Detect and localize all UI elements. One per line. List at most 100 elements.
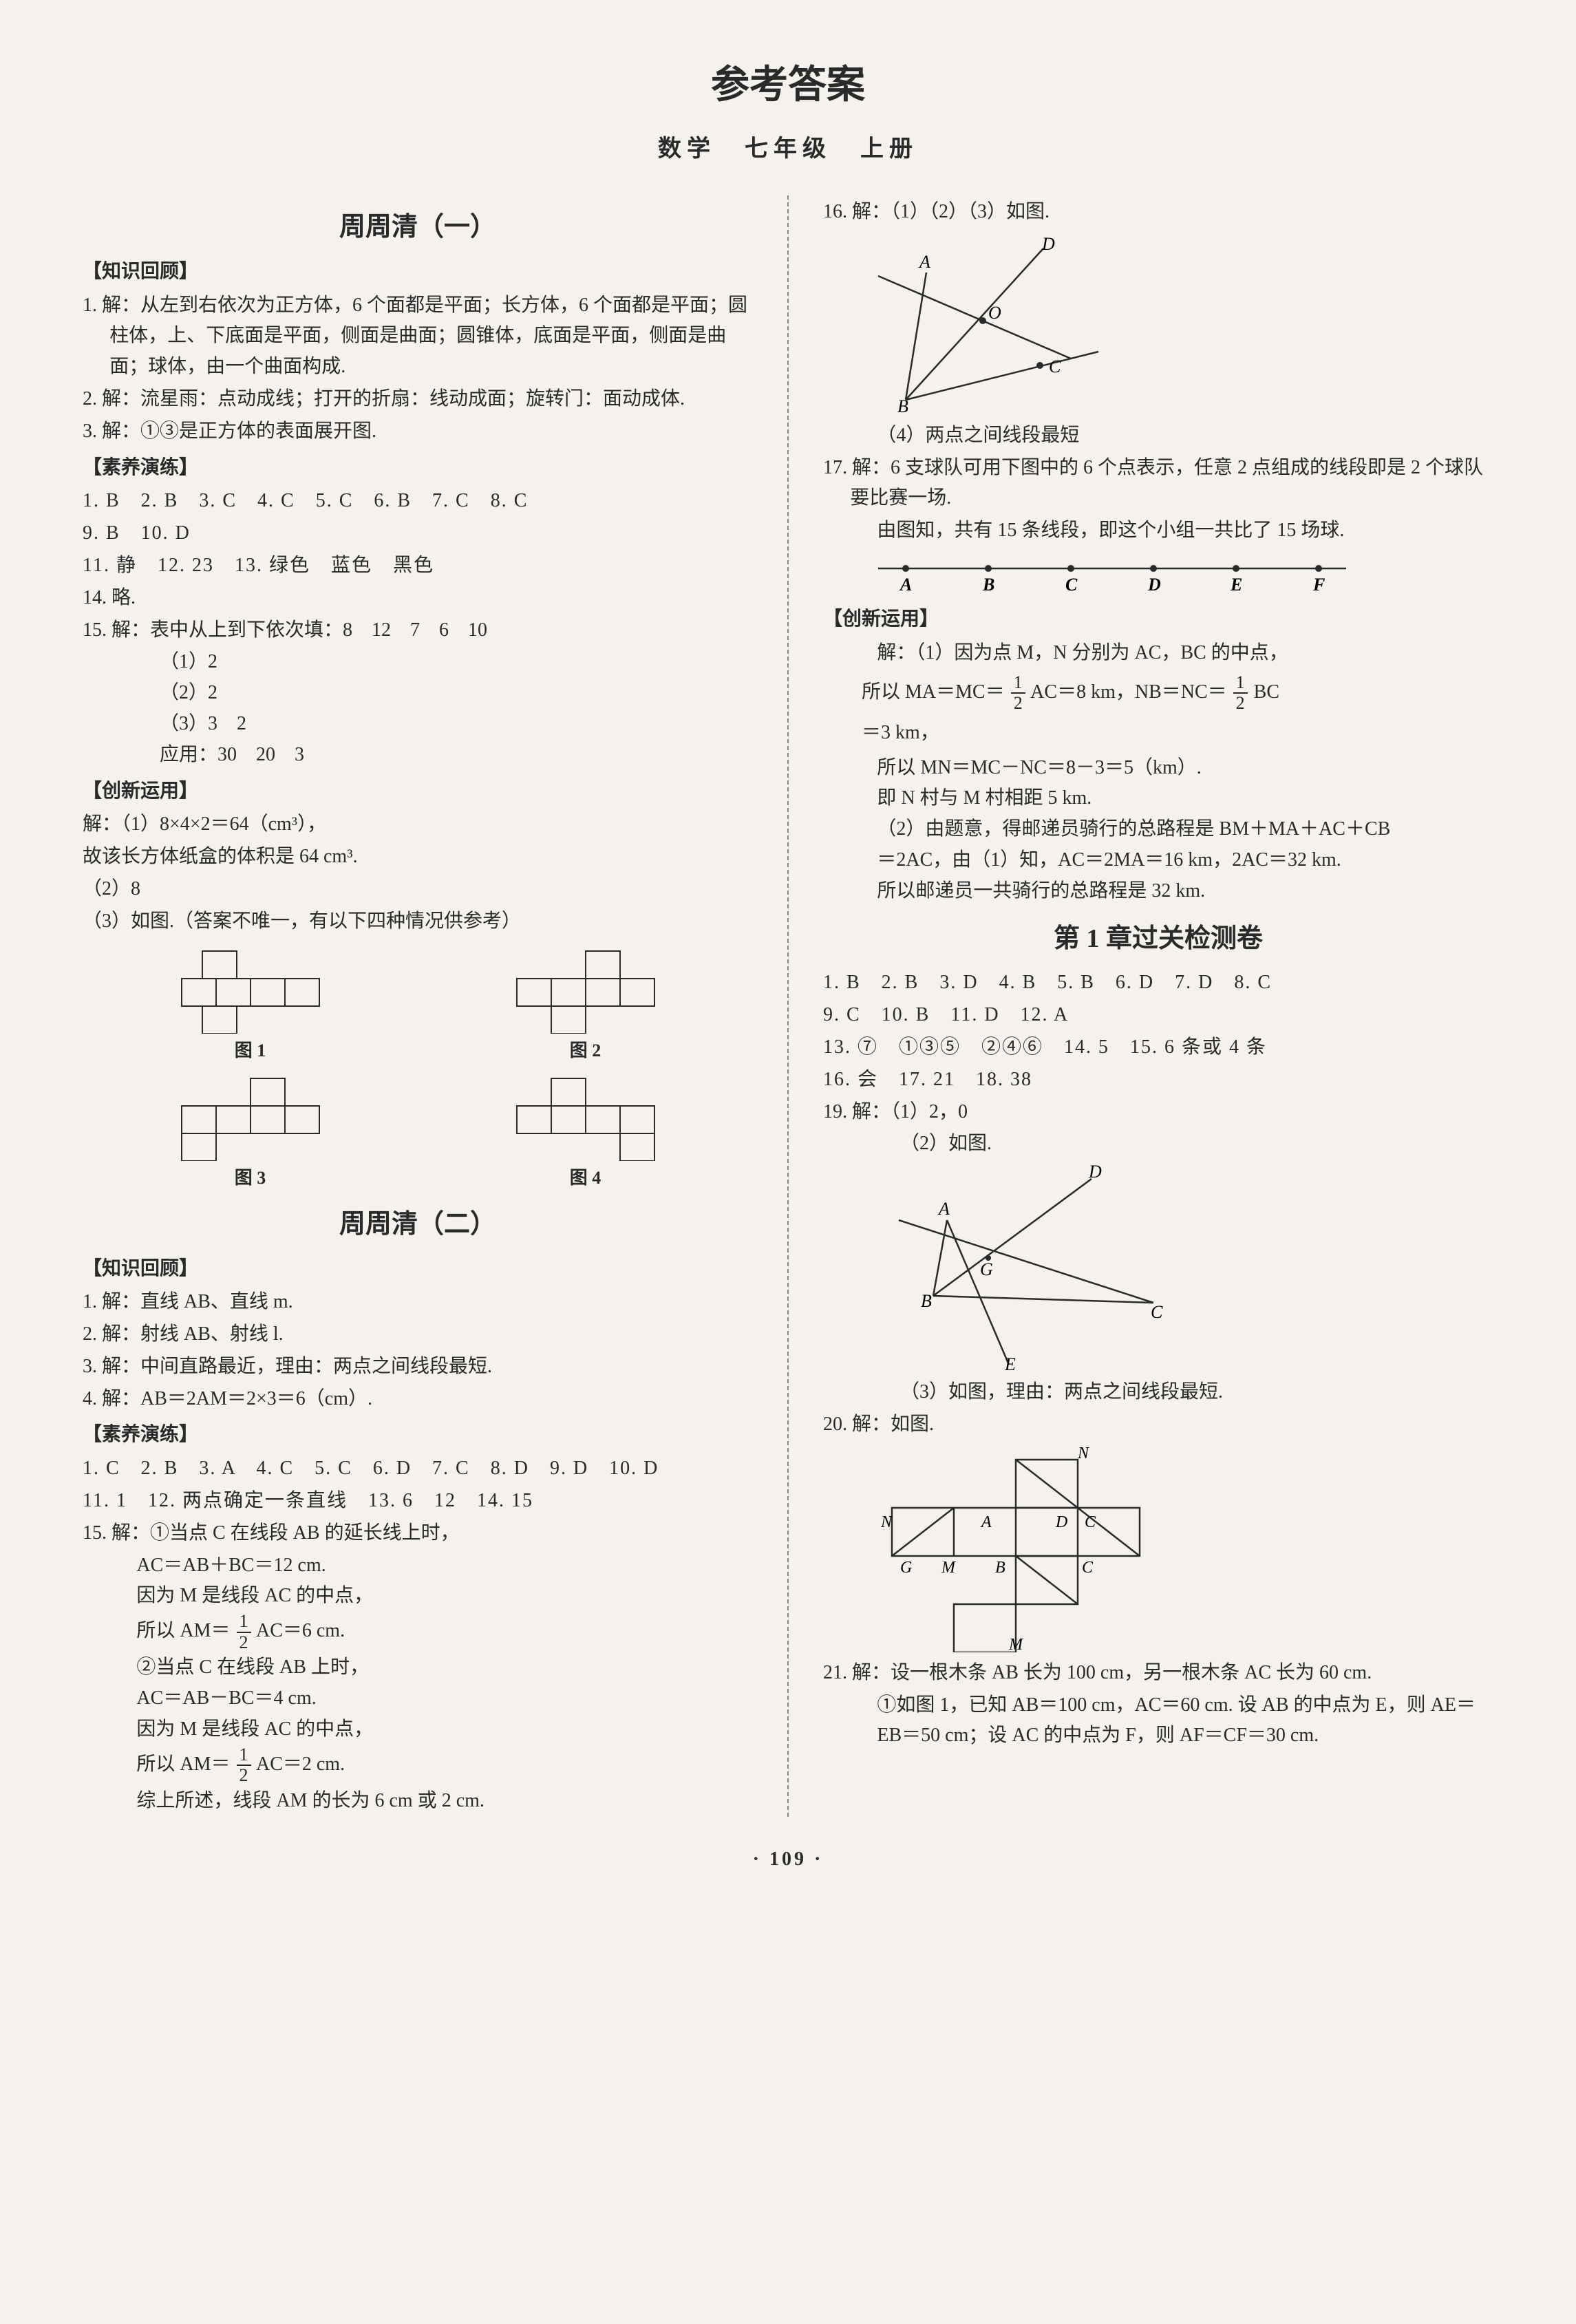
svg-text:C: C <box>1082 1559 1094 1577</box>
s2q4-text: 4. 解：AB＝2AM＝2×3＝6（cm）. <box>83 1384 753 1415</box>
s2-answers-row-2: 11. 1 12. 两点确定一条直线 13. 6 12 14. 15 <box>83 1486 753 1517</box>
q3-text: 3. 解：①③是正方体的表面展开图. <box>83 416 753 447</box>
cxr2-pre: 所以 MA＝MC＝ <box>862 681 1005 703</box>
s2q15f-text: AC＝AB－BC＝4 cm. <box>83 1683 753 1714</box>
s2q15a-text: 15. 解：①当点 C 在线段 AB 的延长线上时， <box>83 1518 753 1549</box>
chapter-test-title: 第 1 章过关检测卷 <box>823 918 1493 960</box>
svg-text:A: A <box>899 575 912 595</box>
figure-row-1: 图 1 图 2 <box>83 944 753 1065</box>
svg-text:B: B <box>921 1291 932 1311</box>
right-column: 16. 解：（1）（2）（3）如图. A B C D O （4）两点之间线段最短… <box>823 195 1493 1817</box>
q16-text: 16. 解：（1）（2）（3）如图. <box>823 197 1493 228</box>
s2q15i-text: 综上所述，线段 AM 的长为 6 cm 或 2 cm. <box>83 1786 753 1817</box>
geometry-diagram-16-icon: A B C D O <box>864 235 1112 414</box>
c21b-text: ①如图 1，已知 AB＝100 cm，AC＝60 cm. 设 AB 的中点为 E… <box>823 1690 1493 1752</box>
q15e-text: 应用：30 20 3 <box>83 740 753 771</box>
svg-text:C: C <box>1085 1513 1096 1531</box>
s2q15d-post: AC＝6 cm. <box>256 1620 345 1641</box>
cx3-text: （2）8 <box>83 874 753 905</box>
figure-3-label: 图 3 <box>175 1164 326 1193</box>
number-line-diagram: ABCDEF <box>823 556 1493 597</box>
q1-text: 1. 解：从左到右依次为正方体，6 个面都是平面；长方体，6 个面都是平面；圆柱… <box>83 290 753 383</box>
q17a-text: 17. 解：6 支球队可用下图中的 6 个点表示，任意 2 点组成的线段即是 2… <box>823 453 1493 515</box>
s2q15e-text: ②当点 C 在线段 AB 上时， <box>83 1652 753 1683</box>
svg-text:G: G <box>900 1559 912 1577</box>
svg-text:E: E <box>1004 1354 1016 1372</box>
q16b-text: （4）两点之间线段最短 <box>823 420 1493 451</box>
figure-19: A B C D E G <box>823 1165 1493 1372</box>
crow4: 16. 会 17. 21 18. 38 <box>823 1065 1493 1096</box>
cxr5-text: 即 N 村与 M 村相距 5 km. <box>823 783 1493 814</box>
cxr2-mid: AC＝8 km，NB＝NC＝ <box>1030 681 1226 703</box>
answers-row-4: 14. 略. <box>83 583 753 614</box>
s2q15h-pre: 所以 AM＝ <box>136 1753 230 1775</box>
cxr4-text: 所以 MN＝MC－NC＝8－3＝5（km）. <box>823 753 1493 784</box>
figure-3: 图 3 <box>175 1072 326 1193</box>
cx1-text: 解：（1）8×4×2＝64（cm³）， <box>83 809 753 840</box>
c19a-text: 19. 解：（1）2，0 <box>823 1097 1493 1128</box>
subheader-knowledge-review-1: 【知识回顾】 <box>83 257 753 288</box>
q15a-text: 15. 解：表中从上到下依次填：8 12 7 6 10 <box>83 615 753 646</box>
answers-row-2: 9. B 10. D <box>83 518 753 549</box>
svg-text:C: C <box>1151 1302 1163 1322</box>
figure-2-label: 图 2 <box>510 1036 661 1065</box>
figure-row-2: 图 3 图 4 <box>83 1072 753 1193</box>
section-title-1: 周周清（一） <box>83 206 753 248</box>
svg-text:A: A <box>918 252 930 272</box>
s2q15h-post: AC＝2 cm. <box>256 1753 345 1775</box>
geometry-diagram-19-icon: A B C D E G <box>878 1165 1167 1372</box>
page-number: · 109 · <box>83 1844 1493 1875</box>
svg-text:E: E <box>1230 575 1242 595</box>
svg-text:N: N <box>880 1513 893 1531</box>
section-title-2: 周周清（二） <box>83 1204 753 1246</box>
page-title: 参考答案 <box>83 55 1493 117</box>
svg-text:A: A <box>980 1513 992 1531</box>
svg-text:M: M <box>1008 1636 1024 1652</box>
c19b-text: （2）如图. <box>823 1129 1493 1160</box>
s2q15c-text: 因为 M 是线段 AC 的中点， <box>83 1581 753 1612</box>
cxr2-text: 所以 MA＝MC＝ 12 AC＝8 km，NB＝NC＝ 12 BC <box>823 673 1493 714</box>
cxr3-text: ＝3 km， <box>823 718 1493 749</box>
q17b-text: 由图知，共有 15 条线段，即这个小组一共比了 15 场球. <box>823 515 1493 546</box>
svg-text:D: D <box>1147 575 1161 595</box>
q15c-text: （2）2 <box>83 678 753 709</box>
q15b-text: （1）2 <box>83 647 753 678</box>
subheader-practice-1: 【素养演练】 <box>83 453 753 484</box>
svg-text:O: O <box>988 303 1001 323</box>
svg-text:B: B <box>982 575 994 595</box>
cxr2-post: BC <box>1254 681 1279 703</box>
q15d-text: （3）3 2 <box>83 709 753 740</box>
figure-4-label: 图 4 <box>510 1164 661 1193</box>
s2q15h-text: 所以 AM＝ 12 AC＝2 cm. <box>83 1745 753 1786</box>
crow1: 1. B 2. B 3. D 4. B 5. B 6. D 7. D 8. C <box>823 968 1493 999</box>
cxr6-text: （2）由题意，得邮递员骑行的总路程是 BM＋MA＋AC＋CB <box>823 814 1493 845</box>
subheader-knowledge-review-2: 【知识回顾】 <box>83 1254 753 1285</box>
subheader-innovation-1: 【创新运用】 <box>83 776 753 807</box>
column-divider <box>787 195 789 1817</box>
svg-text:D: D <box>1088 1165 1102 1182</box>
svg-text:D: D <box>1055 1513 1067 1531</box>
figure-20: N N A D C G M B C M <box>823 1446 1493 1652</box>
c19c-text: （3）如图，理由：两点之间线段最短. <box>823 1377 1493 1408</box>
cxr1-text: 解：（1）因为点 M，N 分别为 AC，BC 的中点， <box>823 638 1493 669</box>
two-column-layout: 周周清（一） 【知识回顾】 1. 解：从左到右依次为正方体，6 个面都是平面；长… <box>83 195 1493 1817</box>
s2q15b-text: AC＝AB＋BC＝12 cm. <box>83 1550 753 1581</box>
figure-1-label: 图 1 <box>175 1036 326 1065</box>
svg-text:A: A <box>937 1199 950 1219</box>
subheader-practice-2: 【素养演练】 <box>83 1420 753 1451</box>
s2q15g-text: 因为 M 是线段 AC 的中点， <box>83 1714 753 1745</box>
s2q3-text: 3. 解：中间直路最近，理由：两点之间线段最短. <box>83 1352 753 1383</box>
svg-text:D: D <box>1041 235 1055 254</box>
net-diagram-3-icon <box>175 1072 326 1161</box>
answers-row-1: 1. B 2. B 3. C 4. C 5. C 6. B 7. C 8. C <box>83 486 753 517</box>
figure-1: 图 1 <box>175 944 326 1065</box>
c21a-text: 21. 解：设一根木条 AB 长为 100 cm，另一根木条 AC 长为 60 … <box>823 1658 1493 1689</box>
figure-2: 图 2 <box>510 944 661 1065</box>
svg-text:M: M <box>941 1559 957 1577</box>
figure-16: A B C D O <box>823 235 1493 414</box>
page-subtitle: 数学 七年级 上册 <box>83 131 1493 168</box>
figure-4: 图 4 <box>510 1072 661 1193</box>
left-column: 周周清（一） 【知识回顾】 1. 解：从左到右依次为正方体，6 个面都是平面；长… <box>83 195 753 1817</box>
cxr8-text: 所以邮递员一共骑行的总路程是 32 km. <box>823 876 1493 907</box>
number-line-icon: ABCDEF <box>864 556 1360 597</box>
